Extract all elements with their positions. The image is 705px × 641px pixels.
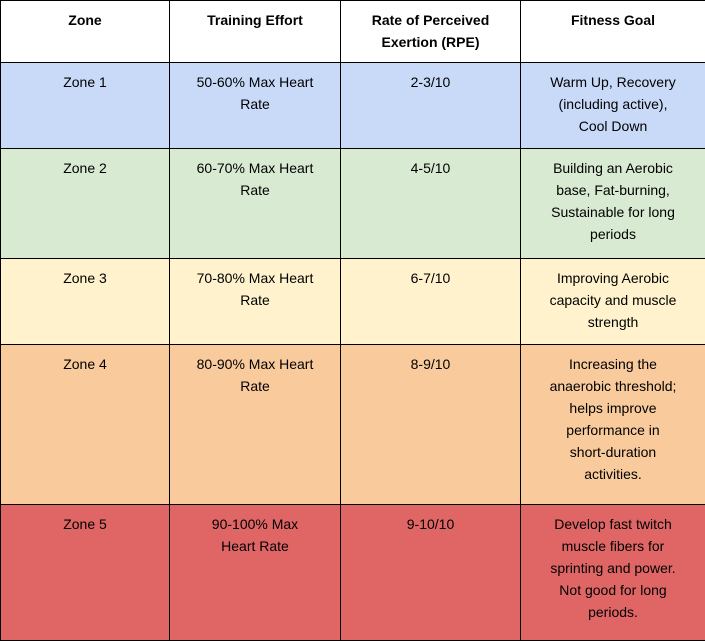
header-zone: Zone [1,1,170,63]
table-row-zone-5: Zone 5 90-100% Max Heart Rate 9-10/10 De… [1,505,705,641]
zone-cell: Zone 3 [1,259,170,345]
effort-cell: 70-80% Max Heart Rate [170,259,341,345]
table-row-zone-4: Zone 4 80-90% Max Heart Rate 8-9/10 Incr… [1,345,705,505]
rpe-cell: 4-5/10 [341,149,521,259]
rpe-cell: 9-10/10 [341,505,521,641]
goal-cell: Building an Aerobic base, Fat-burning, S… [521,149,705,259]
header-training-effort: Training Effort [170,1,341,63]
rpe-cell: 8-9/10 [341,345,521,505]
goal-cell: Develop fast twitch muscle fibers for sp… [521,505,705,641]
rpe-cell: 2-3/10 [341,63,521,149]
table-row-zone-2: Zone 2 60-70% Max Heart Rate 4-5/10 Buil… [1,149,705,259]
zone-cell: Zone 4 [1,345,170,505]
zone-cell: Zone 2 [1,149,170,259]
effort-cell: 50-60% Max Heart Rate [170,63,341,149]
zone-cell: Zone 5 [1,505,170,641]
effort-cell: 60-70% Max Heart Rate [170,149,341,259]
table-row-zone-1: Zone 1 50-60% Max Heart Rate 2-3/10 Warm… [1,63,705,149]
goal-cell: Warm Up, Recovery (including active), Co… [521,63,705,149]
table-row-zone-3: Zone 3 70-80% Max Heart Rate 6-7/10 Impr… [1,259,705,345]
rpe-cell: 6-7/10 [341,259,521,345]
goal-cell: Increasing the anaerobic threshold; help… [521,345,705,505]
effort-cell: 90-100% Max Heart Rate [170,505,341,641]
goal-cell: Improving Aerobic capacity and muscle st… [521,259,705,345]
zone-cell: Zone 1 [1,63,170,149]
effort-cell: 80-90% Max Heart Rate [170,345,341,505]
header-fitness-goal: Fitness Goal [521,1,705,63]
header-rpe: Rate of Perceived Exertion (RPE) [341,1,521,63]
header-row: Zone Training Effort Rate of Perceived E… [1,1,705,63]
